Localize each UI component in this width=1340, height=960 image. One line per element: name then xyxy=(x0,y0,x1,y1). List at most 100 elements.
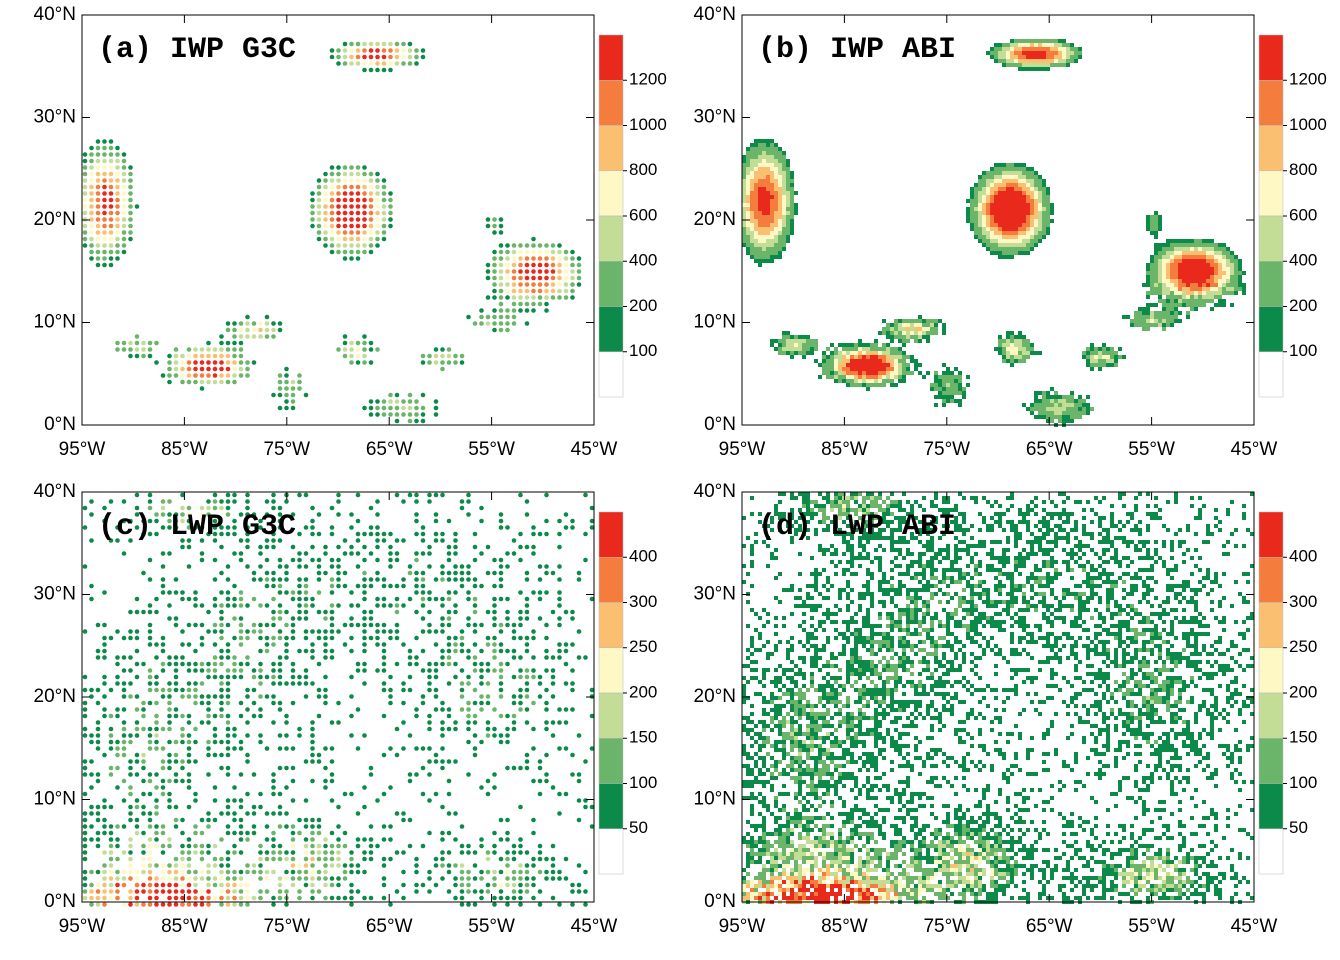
cloud-pixel xyxy=(882,343,886,347)
colorbar-label: 600 xyxy=(1289,205,1317,224)
cloud-dot xyxy=(141,889,146,894)
cloud-pixel xyxy=(1190,271,1194,275)
cloud-dot xyxy=(421,694,426,699)
cloud-pixel xyxy=(1218,295,1222,299)
cloud-dot xyxy=(284,857,289,862)
cloud-dot xyxy=(96,740,101,745)
cloud-pixel xyxy=(746,163,750,167)
cloud-pixel xyxy=(1218,299,1222,303)
cloud-dot xyxy=(304,675,309,680)
cloud-dot xyxy=(375,623,380,628)
cloud-dot xyxy=(349,217,354,222)
cloud-pixel xyxy=(750,255,754,259)
cloud-pixel xyxy=(1146,267,1150,271)
cloud-pixel xyxy=(1210,287,1214,291)
x-tick-label: 45°W xyxy=(571,916,618,937)
cloud-dot xyxy=(174,883,179,888)
cloud-pixel xyxy=(770,147,774,151)
cloud-pixel xyxy=(942,500,946,504)
cloud-dot xyxy=(239,798,244,803)
cloud-dot xyxy=(193,603,198,608)
cloud-dot xyxy=(226,597,231,602)
cloud-pixel xyxy=(1166,319,1170,323)
cloud-dot xyxy=(460,571,465,576)
cloud-dot xyxy=(128,204,133,209)
cloud-dot xyxy=(180,740,185,745)
cloud-pixel xyxy=(1014,359,1018,363)
cloud-pixel xyxy=(918,331,922,335)
cloud-pixel xyxy=(1006,51,1010,55)
cloud-pixel xyxy=(994,195,998,199)
cloud-pixel xyxy=(1162,319,1166,323)
cloud-pixel xyxy=(1002,243,1006,247)
cloud-dot xyxy=(278,662,283,667)
cloud-dot xyxy=(96,844,101,849)
cloud-pixel xyxy=(850,383,854,387)
cloud-pixel xyxy=(1102,355,1106,359)
cloud-pixel xyxy=(1086,351,1090,355)
cloud-pixel xyxy=(1002,359,1006,363)
cloud-dot xyxy=(323,172,328,177)
cloud-pixel xyxy=(782,175,786,179)
cloud-dot xyxy=(128,636,133,641)
cloud-dot xyxy=(395,412,400,417)
cloud-pixel xyxy=(870,355,874,359)
cloud-dot xyxy=(297,818,302,823)
cloud-pixel xyxy=(986,243,990,247)
cloud-pixel xyxy=(1058,51,1062,55)
cloud-pixel xyxy=(886,351,890,355)
cloud-pixel xyxy=(746,215,750,219)
cloud-pixel xyxy=(1186,263,1190,267)
cloud-pixel xyxy=(778,163,782,167)
cloud-dot xyxy=(317,818,322,823)
cloud-dot xyxy=(304,493,309,498)
cloud-dot xyxy=(356,603,361,608)
cloud-pixel xyxy=(1158,219,1162,223)
cloud-pixel xyxy=(1166,267,1170,271)
cloud-dot xyxy=(531,831,536,836)
cloud-pixel xyxy=(1070,59,1074,63)
cloud-dot xyxy=(310,506,315,511)
cloud-dot xyxy=(323,191,328,196)
cloud-dot xyxy=(395,623,400,628)
cloud-pixel xyxy=(886,323,890,327)
cloud-dot xyxy=(336,204,341,209)
cloud-dot xyxy=(551,870,556,875)
cloud-pixel xyxy=(1226,291,1230,295)
cloud-dot xyxy=(141,850,146,855)
cloud-dot xyxy=(258,714,263,719)
cloud-pixel xyxy=(934,379,938,383)
cloud-dot xyxy=(362,597,367,602)
cloud-pixel xyxy=(750,207,754,211)
cloud-dot xyxy=(343,61,348,66)
cloud-pixel xyxy=(1150,227,1154,231)
cloud-dot xyxy=(291,662,296,667)
cloud-dot xyxy=(369,347,374,352)
cloud-pixel xyxy=(890,371,894,375)
cloud-dot xyxy=(375,61,380,66)
cloud-pixel xyxy=(854,355,858,359)
cloud-dot xyxy=(356,230,361,235)
cloud-pixel xyxy=(1166,303,1170,307)
cloud-dot xyxy=(499,321,504,326)
cloud-dot xyxy=(83,152,88,157)
cloud-pixel xyxy=(750,227,754,231)
cloud-pixel xyxy=(750,179,754,183)
cloud-pixel xyxy=(782,331,786,335)
cloud-dot xyxy=(278,558,283,563)
cloud-dot xyxy=(323,785,328,790)
cloud-pixel xyxy=(766,167,770,171)
cloud-dot xyxy=(141,779,146,784)
cloud-pixel xyxy=(1018,67,1022,71)
cloud-dot xyxy=(154,831,159,836)
cloud-dot xyxy=(551,681,556,686)
cloud-pixel xyxy=(1026,207,1030,211)
cloud-dot xyxy=(492,772,497,777)
cloud-pixel xyxy=(1070,395,1074,399)
cloud-dot xyxy=(375,230,380,235)
cloud-dot xyxy=(525,720,530,725)
cloud-dot xyxy=(505,818,510,823)
cloud-pixel xyxy=(886,363,890,367)
cloud-pixel xyxy=(994,203,998,207)
cloud-pixel xyxy=(1218,287,1222,291)
